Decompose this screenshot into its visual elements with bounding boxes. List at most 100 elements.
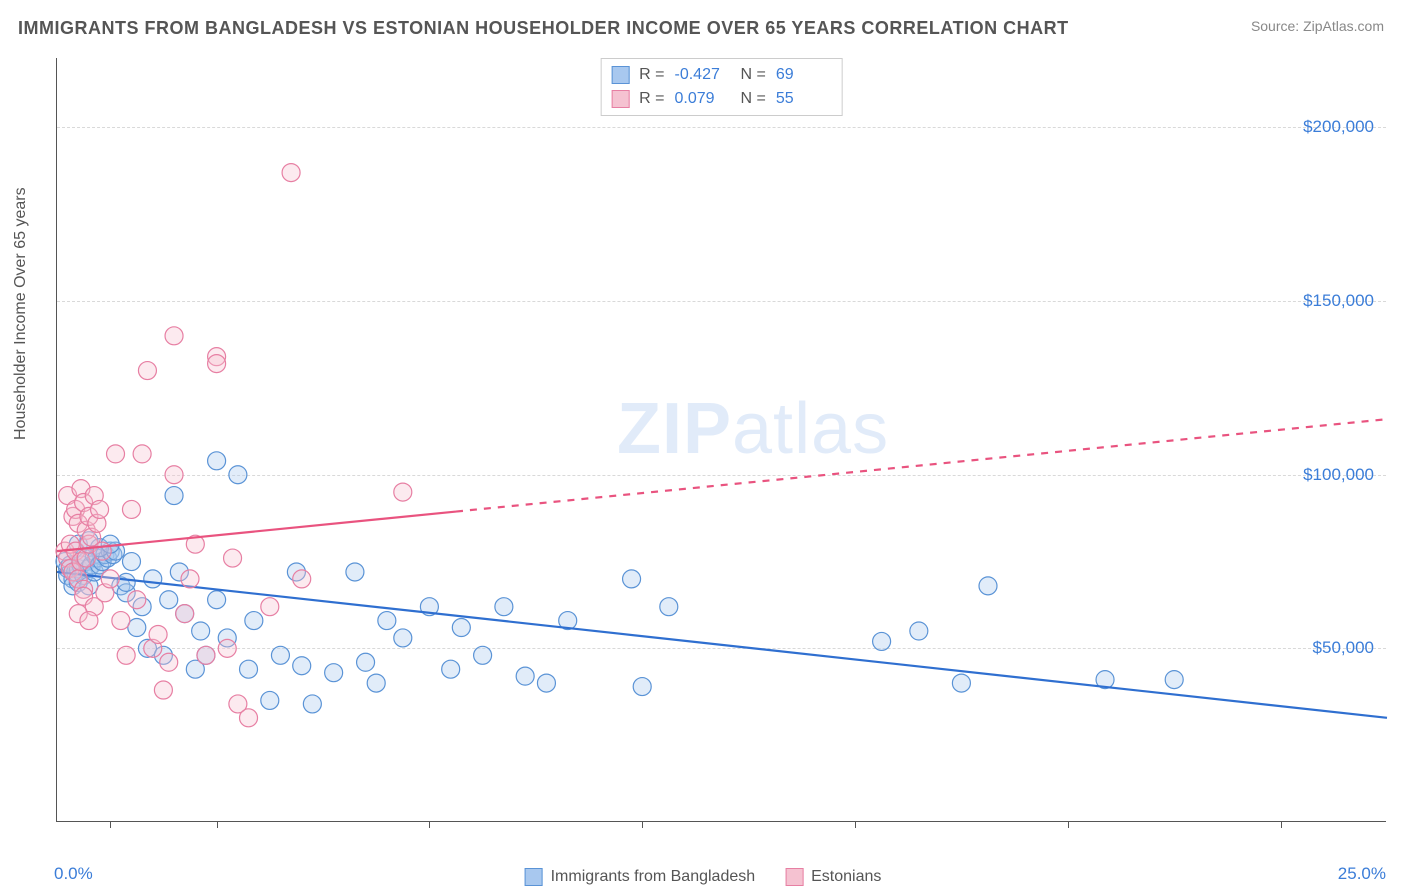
plot-area: ZIPatlas $50,000$100,000$150,000$200,000… bbox=[56, 58, 1386, 822]
data-point bbox=[271, 646, 289, 664]
data-point bbox=[229, 466, 247, 484]
data-point bbox=[378, 612, 396, 630]
stats-legend: R = -0.427 N = 69 R = 0.079 N = 55 bbox=[600, 58, 843, 116]
data-point bbox=[303, 695, 321, 713]
stat-n-value: 55 bbox=[776, 87, 832, 111]
data-point bbox=[208, 591, 226, 609]
data-point bbox=[208, 452, 226, 470]
y-axis-title: Householder Income Over 65 years bbox=[12, 187, 30, 440]
x-tick bbox=[110, 821, 111, 828]
series-legend: Immigrants from Bangladesh Estonians bbox=[525, 868, 882, 886]
stat-r-value: -0.427 bbox=[675, 63, 731, 87]
trend-line-dashed bbox=[456, 419, 1387, 511]
data-point bbox=[122, 553, 140, 571]
data-point bbox=[952, 674, 970, 692]
data-point bbox=[117, 646, 135, 664]
data-point bbox=[144, 570, 162, 588]
data-point bbox=[197, 646, 215, 664]
data-point bbox=[910, 622, 928, 640]
legend-swatch bbox=[785, 868, 803, 886]
chart-title: IMMIGRANTS FROM BANGLADESH VS ESTONIAN H… bbox=[18, 18, 1069, 39]
data-point bbox=[112, 612, 130, 630]
trend-line bbox=[57, 572, 1387, 718]
legend-label: Estonians bbox=[811, 868, 881, 886]
data-point bbox=[117, 573, 135, 591]
data-point bbox=[495, 598, 513, 616]
x-tick bbox=[429, 821, 430, 828]
trend-line bbox=[57, 512, 456, 552]
source-attribution: Source: ZipAtlas.com bbox=[1251, 18, 1384, 34]
x-axis-max-label: 25.0% bbox=[1338, 864, 1386, 884]
data-point bbox=[107, 445, 125, 463]
data-point bbox=[261, 691, 279, 709]
source-label: Source: bbox=[1251, 18, 1303, 34]
data-point bbox=[979, 577, 997, 595]
data-point bbox=[357, 653, 375, 671]
data-point bbox=[93, 542, 111, 560]
data-point bbox=[224, 549, 242, 567]
data-point bbox=[442, 660, 460, 678]
data-point bbox=[160, 591, 178, 609]
data-point bbox=[176, 605, 194, 623]
data-point bbox=[160, 653, 178, 671]
x-axis-min-label: 0.0% bbox=[54, 864, 93, 884]
data-point bbox=[873, 632, 891, 650]
legend-swatch bbox=[611, 66, 629, 84]
data-point bbox=[80, 612, 98, 630]
data-point bbox=[623, 570, 641, 588]
legend-label: Immigrants from Bangladesh bbox=[551, 868, 756, 886]
stat-n-label: N = bbox=[741, 87, 766, 111]
data-point bbox=[516, 667, 534, 685]
data-point bbox=[367, 674, 385, 692]
x-tick bbox=[642, 821, 643, 828]
data-point bbox=[537, 674, 555, 692]
data-point bbox=[293, 570, 311, 588]
legend-item: Estonians bbox=[785, 868, 881, 886]
data-point bbox=[165, 466, 183, 484]
data-point bbox=[218, 639, 236, 657]
stat-r-label: R = bbox=[639, 63, 664, 87]
stats-row: R = -0.427 N = 69 bbox=[611, 63, 832, 87]
source-name: ZipAtlas.com bbox=[1303, 18, 1384, 34]
data-point bbox=[208, 355, 226, 373]
scatter-svg bbox=[57, 58, 1386, 821]
data-point bbox=[91, 500, 109, 518]
data-point bbox=[138, 362, 156, 380]
data-point bbox=[149, 625, 167, 643]
stat-n-label: N = bbox=[741, 63, 766, 87]
data-point bbox=[1165, 671, 1183, 689]
legend-swatch bbox=[525, 868, 543, 886]
stat-n-value: 69 bbox=[776, 63, 832, 87]
data-point bbox=[101, 570, 119, 588]
x-tick bbox=[1281, 821, 1282, 828]
data-point bbox=[293, 657, 311, 675]
data-point bbox=[154, 681, 172, 699]
data-point bbox=[346, 563, 364, 581]
data-point bbox=[394, 629, 412, 647]
data-point bbox=[633, 678, 651, 696]
data-point bbox=[133, 445, 151, 463]
legend-item: Immigrants from Bangladesh bbox=[525, 868, 756, 886]
x-tick bbox=[855, 821, 856, 828]
data-point bbox=[181, 570, 199, 588]
data-point bbox=[452, 619, 470, 637]
x-tick bbox=[217, 821, 218, 828]
legend-swatch bbox=[611, 90, 629, 108]
stats-row: R = 0.079 N = 55 bbox=[611, 87, 832, 111]
data-point bbox=[128, 591, 146, 609]
data-point bbox=[325, 664, 343, 682]
stat-r-value: 0.079 bbox=[675, 87, 731, 111]
data-point bbox=[660, 598, 678, 616]
data-point bbox=[240, 660, 258, 678]
data-point bbox=[282, 164, 300, 182]
data-point bbox=[240, 709, 258, 727]
data-point bbox=[474, 646, 492, 664]
stat-r-label: R = bbox=[639, 87, 664, 111]
data-point bbox=[245, 612, 263, 630]
data-point bbox=[165, 327, 183, 345]
x-tick bbox=[1068, 821, 1069, 828]
data-point bbox=[394, 483, 412, 501]
data-point bbox=[165, 487, 183, 505]
data-point bbox=[192, 622, 210, 640]
data-point bbox=[261, 598, 279, 616]
